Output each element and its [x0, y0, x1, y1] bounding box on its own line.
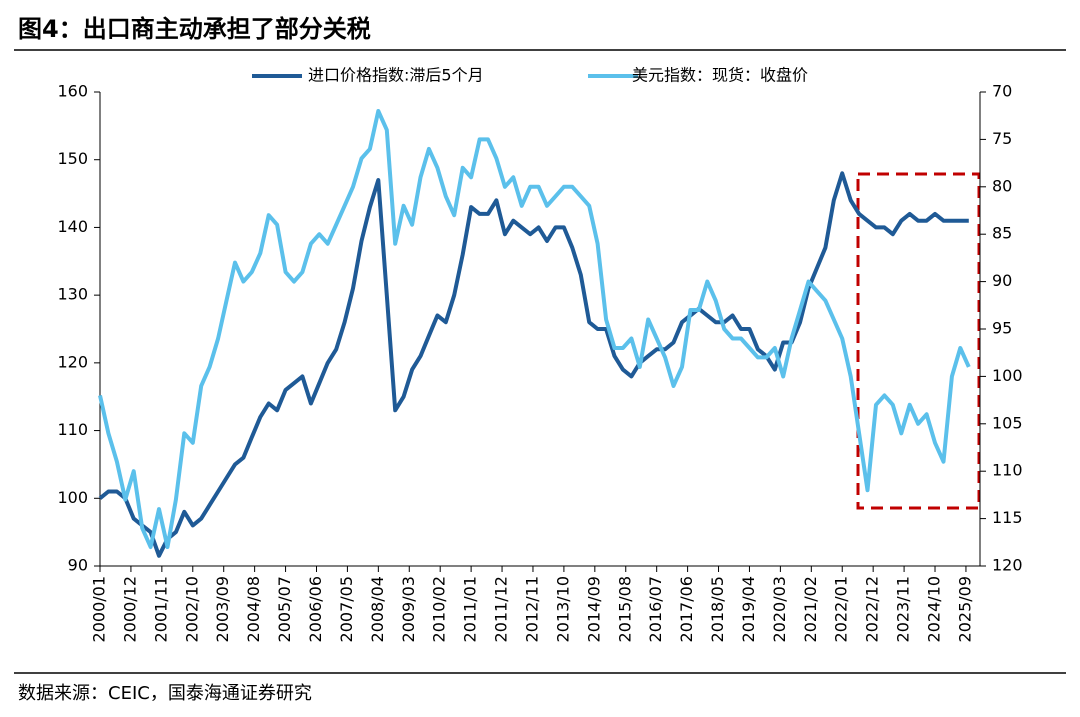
- legend-label: 美元指数：现货：收盘价: [632, 66, 808, 85]
- source-note: 数据来源：CEIC，国泰海通证券研究: [18, 683, 312, 704]
- x-tick-label: 2008/04: [368, 576, 387, 642]
- y2-tick-label: 70: [992, 82, 1012, 101]
- y2-tick-label: 110: [992, 461, 1023, 480]
- x-tick-label: 2012/11: [522, 576, 541, 642]
- y2-tick-label: 115: [992, 508, 1023, 527]
- x-tick-label: 2017/06: [677, 576, 696, 642]
- x-tick-label: 2016/07: [646, 576, 665, 642]
- x-tick-label: 2011/12: [492, 576, 511, 642]
- x-tick-label: 2002/10: [182, 576, 201, 642]
- y2-tick-label: 90: [992, 271, 1012, 290]
- x-tick-label: 2000/12: [120, 576, 139, 642]
- y-tick-label: 140: [57, 217, 88, 236]
- x-tick-label: 2010/02: [430, 576, 449, 642]
- chart-title: 图4：出口商主动承担了部分关税: [18, 15, 371, 43]
- x-tick-label: 2019/04: [739, 576, 758, 642]
- x-tick-label: 2014/09: [584, 576, 603, 642]
- x-tick-label: 2005/07: [275, 576, 294, 642]
- y2-tick-label: 85: [992, 224, 1012, 243]
- series-line: [98, 171, 969, 558]
- y-tick-label: 160: [57, 82, 88, 101]
- y2-tick-label: 95: [992, 319, 1012, 338]
- legend-label: 进口价格指数:滞后5个月: [308, 66, 484, 85]
- series-line: [98, 109, 971, 549]
- x-tick-label: 2007/05: [337, 576, 356, 642]
- y-tick-label: 150: [57, 149, 88, 168]
- x-tick-label: 2022/01: [832, 576, 851, 642]
- x-tick-label: 2018/05: [708, 576, 727, 642]
- y2-tick-label: 105: [992, 413, 1023, 432]
- x-tick-label: 2024/10: [925, 576, 944, 642]
- x-tick-label: 2013/10: [553, 576, 572, 642]
- x-tick-label: 2006/06: [306, 576, 325, 642]
- x-tick-label: 2021/02: [801, 576, 820, 642]
- y-tick-label: 110: [57, 420, 88, 439]
- highlight-box: [856, 172, 981, 510]
- y2-tick-label: 75: [992, 129, 1012, 148]
- x-tick-label: 2000/01: [90, 576, 109, 642]
- y2-tick-label: 80: [992, 176, 1012, 195]
- x-tick-label: 2011/01: [461, 576, 480, 642]
- x-tick-label: 2001/11: [151, 576, 170, 642]
- x-tick-label: 2003/09: [213, 576, 232, 642]
- x-tick-label: 2009/03: [399, 576, 418, 642]
- y2-tick-label: 120: [992, 556, 1023, 575]
- x-tick-label: 2023/11: [894, 576, 913, 642]
- x-tick-label: 2015/08: [615, 576, 634, 642]
- x-tick-label: 2020/03: [770, 576, 789, 642]
- y-tick-label: 100: [57, 488, 88, 507]
- y-tick-label: 90: [68, 556, 88, 575]
- y-tick-label: 130: [57, 285, 88, 304]
- x-tick-label: 2022/12: [863, 576, 882, 642]
- y-tick-label: 120: [57, 352, 88, 371]
- x-tick-label: 2025/09: [955, 576, 974, 642]
- y2-tick-label: 100: [992, 366, 1023, 385]
- x-tick-label: 2004/08: [244, 576, 263, 642]
